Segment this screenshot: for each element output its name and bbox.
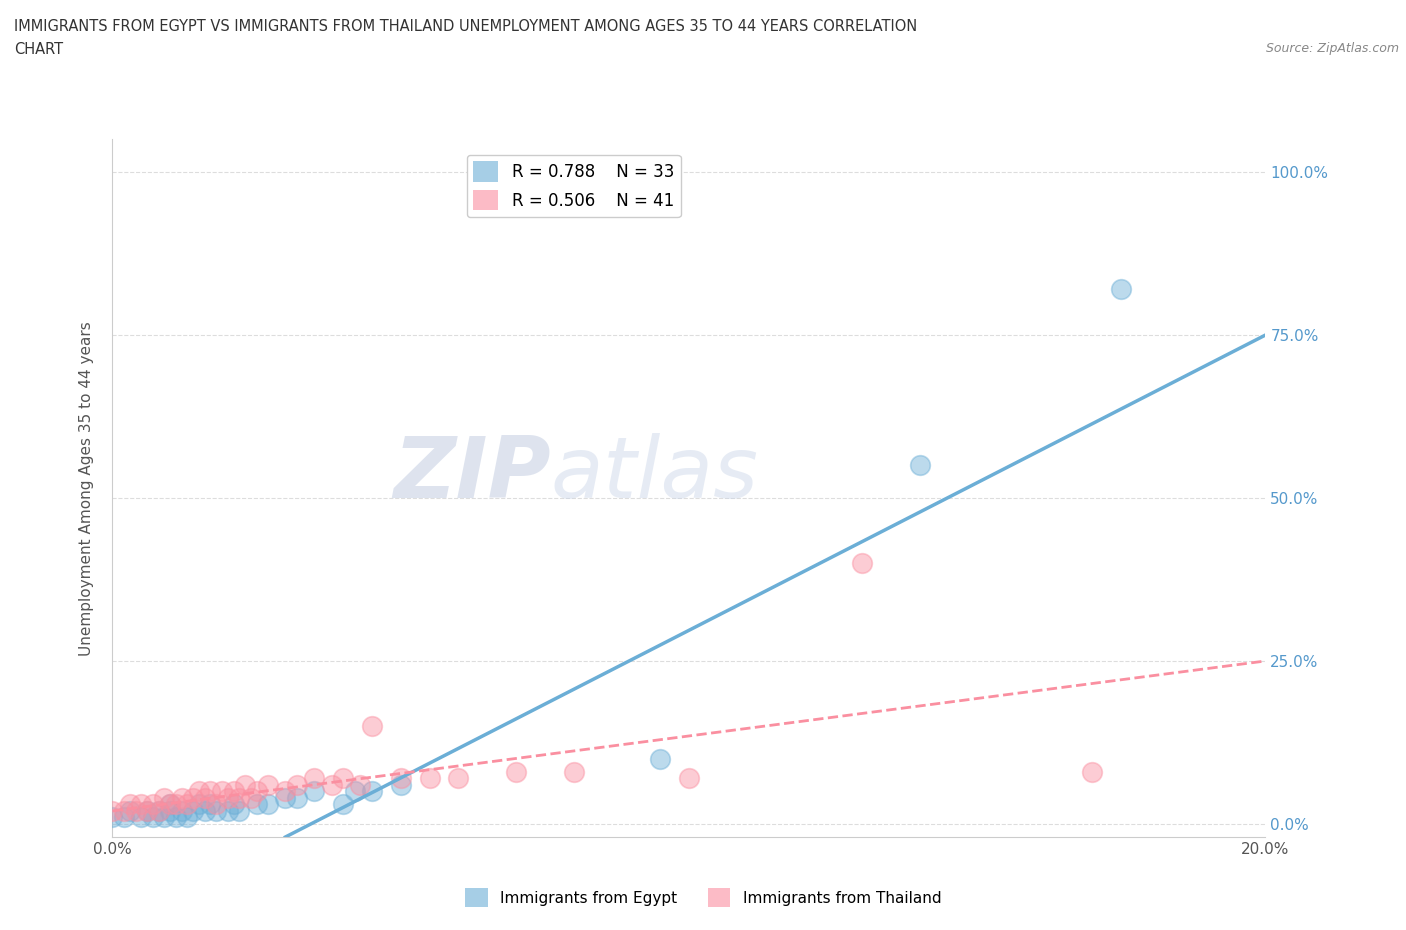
Point (148, 804, 170, 818)
Point (678, 771, 700, 786)
Point (129, 810, 153, 825)
Text: IMMIGRANTS FROM EGYPT VS IMMIGRANTS FROM THAILAND UNEMPLOYMENT AMONG AGES 35 TO : IMMIGRANTS FROM EGYPT VS IMMIGRANTS FROM… (14, 19, 917, 33)
Point (176, 810, 198, 825)
Point (101, 804, 124, 818)
Legend: R = 0.788    N = 33, R = 0.506    N = 41: R = 0.788 N = 33, R = 0.506 N = 41 (467, 154, 681, 217)
Point (285, 790, 308, 805)
Point (285, 777, 308, 792)
Text: CHART: CHART (14, 42, 63, 57)
Point (217, 790, 239, 805)
Point (447, 771, 470, 786)
Point (170, 790, 193, 805)
Point (239, 790, 262, 805)
Point (176, 797, 198, 812)
Point (188, 784, 211, 799)
Point (648, 751, 672, 766)
Point (257, 777, 280, 792)
Point (1111, 282, 1133, 297)
Point (274, 784, 297, 799)
Point (389, 777, 412, 792)
Point (188, 797, 211, 812)
Point (112, 810, 135, 825)
Point (1081, 764, 1104, 779)
Point (136, 804, 159, 818)
Point (142, 797, 165, 812)
Point (159, 804, 181, 818)
Point (562, 764, 585, 779)
Point (332, 771, 354, 786)
Point (321, 777, 343, 792)
Point (228, 804, 250, 818)
Text: ZIP: ZIP (392, 432, 551, 516)
Point (304, 784, 326, 799)
Point (211, 784, 233, 799)
Point (112, 804, 135, 818)
Point (332, 797, 354, 812)
Point (124, 804, 146, 818)
Point (349, 777, 371, 792)
Point (233, 777, 256, 792)
Point (360, 784, 382, 799)
Point (257, 797, 280, 812)
Point (343, 784, 366, 799)
Point (165, 797, 187, 812)
Point (200, 797, 222, 812)
Point (228, 790, 250, 805)
Point (101, 810, 124, 825)
Point (159, 797, 181, 812)
Point (129, 797, 153, 812)
Point (222, 797, 245, 812)
Text: Source: ZipAtlas.com: Source: ZipAtlas.com (1265, 42, 1399, 55)
Point (153, 790, 176, 805)
Legend: Immigrants from Egypt, Immigrants from Thailand: Immigrants from Egypt, Immigrants from T… (458, 883, 948, 913)
Point (181, 804, 204, 818)
Point (274, 790, 297, 805)
Point (245, 797, 267, 812)
Point (222, 784, 245, 799)
Point (205, 804, 228, 818)
Point (194, 790, 217, 805)
Point (505, 764, 527, 779)
Point (304, 771, 326, 786)
Point (159, 797, 181, 812)
Point (389, 771, 412, 786)
Point (908, 458, 931, 472)
Point (200, 784, 222, 799)
Point (118, 804, 141, 818)
Point (194, 804, 217, 818)
Point (181, 790, 204, 805)
Point (419, 771, 441, 786)
Point (165, 810, 187, 825)
Point (153, 810, 176, 825)
Point (170, 804, 193, 818)
Point (851, 556, 873, 571)
Point (148, 804, 170, 818)
Point (118, 797, 141, 812)
Y-axis label: Unemployment Among Ages 35 to 44 years: Unemployment Among Ages 35 to 44 years (79, 321, 94, 656)
Point (245, 784, 267, 799)
Point (205, 797, 228, 812)
Text: atlas: atlas (551, 432, 759, 516)
Point (360, 719, 382, 734)
Point (217, 804, 239, 818)
Point (136, 804, 159, 818)
Point (142, 810, 165, 825)
